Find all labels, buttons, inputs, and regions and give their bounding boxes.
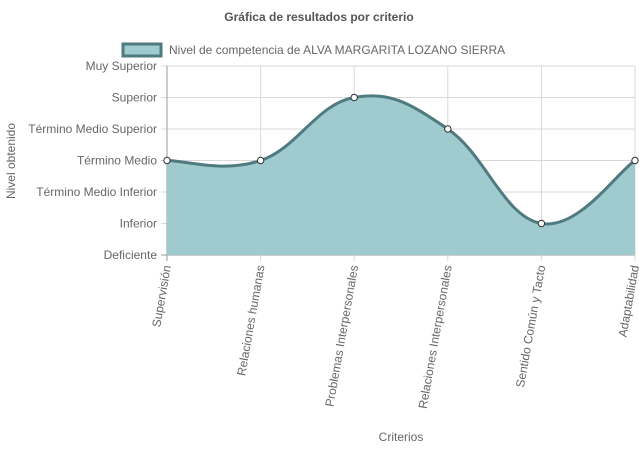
x-tick-label: Sentido Común y Tacto xyxy=(513,264,548,389)
y-tick-label: Deficiente xyxy=(104,248,158,262)
data-point[interactable] xyxy=(256,156,265,165)
legend-swatch[interactable] xyxy=(121,42,163,58)
x-tick-label: Problemas Interpersonales xyxy=(322,264,361,408)
y-axis-title: Nivel obtenido xyxy=(4,123,18,199)
legend[interactable]: Nivel de competencia de ALVA MARGARITA L… xyxy=(121,42,505,58)
x-tick-label: Supervisión xyxy=(149,264,174,328)
data-point[interactable] xyxy=(163,156,171,165)
y-tick-label: Término Medio xyxy=(77,154,157,168)
x-axis-title: Criterios xyxy=(379,430,424,444)
x-tick-label: Relaciones humanas xyxy=(234,264,267,377)
y-tick-label: Inferior xyxy=(120,217,157,231)
series-area xyxy=(167,95,635,255)
y-axis-ticks: Deficiente Inferior Término Medio Inferior… xyxy=(28,59,157,262)
data-point[interactable] xyxy=(537,219,546,228)
chart-title: Gráfica de resultados por criterio xyxy=(224,10,413,24)
x-tick-label: Relaciones Interpersonales xyxy=(416,264,455,410)
legend-label[interactable]: Nivel de competencia de ALVA MARGARITA L… xyxy=(169,43,505,57)
y-tick-label: Superior xyxy=(112,91,157,105)
data-point[interactable] xyxy=(444,125,452,133)
data-point[interactable] xyxy=(350,93,358,102)
y-tick-label: Muy Superior xyxy=(86,59,157,73)
x-axis-ticks: Supervisión Relaciones humanas Problemas I… xyxy=(149,264,639,410)
series-points[interactable] xyxy=(163,93,639,228)
data-point[interactable] xyxy=(631,156,639,165)
x-tick-label: Adaptabilidad xyxy=(616,264,639,338)
y-tick-label: Término Medio Superior xyxy=(28,122,157,136)
y-tick-label: Término Medio Inferior xyxy=(36,185,157,199)
